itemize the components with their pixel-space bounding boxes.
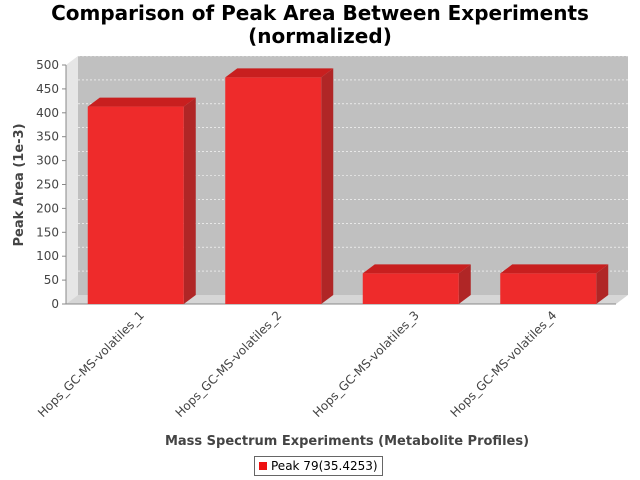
chart-title-line-2: (normalized): [248, 24, 392, 48]
plot-left-wall: [66, 56, 78, 304]
plot-floor: [66, 295, 628, 304]
y-tick-label: 50: [44, 273, 59, 287]
x-tick-label: Hops_GC-MS-volatiles_1: [35, 308, 147, 420]
chart-title-line-1: Comparison of Peak Area Between Experime…: [51, 1, 589, 25]
y-tick-label: 250: [36, 178, 59, 192]
y-tick-label: 400: [36, 106, 59, 120]
plot-background: [78, 56, 628, 295]
bar-top: [362, 264, 471, 274]
bar: [87, 106, 184, 304]
y-tick-label: 500: [36, 58, 59, 72]
bar-top: [225, 68, 334, 78]
y-tick-label: 300: [36, 154, 59, 168]
bar-top: [87, 97, 196, 107]
y-tick-label: 150: [36, 225, 59, 239]
bar: [225, 77, 322, 304]
y-tick-label: 450: [36, 82, 59, 96]
bar-side: [596, 264, 609, 304]
x-tick-label: Hops_GC-MS-volatiles_2: [173, 308, 285, 420]
x-axis-title: Mass Spectrum Experiments (Metabolite Pr…: [165, 434, 529, 449]
y-tick-label: 350: [36, 130, 59, 144]
chart-title: Comparison of Peak Area Between Experime…: [0, 2, 640, 48]
bar: [500, 273, 597, 304]
bar-top: [500, 264, 609, 274]
x-tick-label: Hops_GC-MS-volatiles_3: [310, 308, 422, 420]
legend-label: Peak 79(35.4253): [271, 459, 378, 473]
y-tick-label: 0: [51, 297, 59, 311]
bar-side: [321, 68, 334, 304]
bar: [362, 273, 459, 304]
y-tick-label: 100: [36, 249, 59, 263]
bar-side: [458, 264, 471, 304]
legend: Peak 79(35.4253): [254, 456, 383, 476]
legend-swatch: [259, 462, 267, 470]
x-tick-label: Hops_GC-MS-volatiles_4: [448, 308, 560, 420]
y-axis-title: Peak Area (1e-3): [12, 123, 27, 246]
y-tick-label: 200: [36, 201, 59, 215]
bar-side: [183, 97, 196, 304]
